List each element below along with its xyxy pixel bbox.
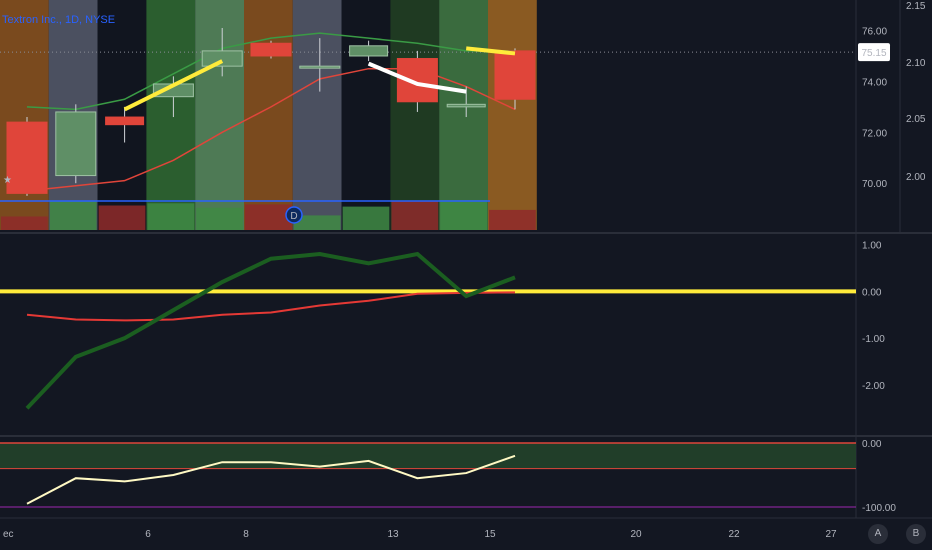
macd-tick-label: 0.00 [862, 287, 882, 298]
auto-scale-button[interactable]: A [868, 524, 888, 544]
bar-background [390, 0, 440, 230]
log-scale-button[interactable]: B [906, 524, 926, 544]
oscillator-line [26, 454, 516, 505]
price-tick-label: 76.00 [862, 27, 887, 38]
candle-body [299, 65, 341, 69]
volume-bar [245, 204, 292, 230]
volume-bar [489, 209, 536, 230]
volume-bar [391, 201, 439, 230]
candle-body [349, 45, 389, 57]
volume-bar [440, 200, 487, 230]
oscillator-band [0, 443, 856, 469]
time-tick-label: 15 [484, 529, 496, 540]
volume-bar [196, 207, 243, 230]
time-tick-label: 22 [728, 529, 740, 540]
bar-background [341, 0, 391, 230]
price-tick-label: 70.00 [862, 179, 887, 190]
event-star-icon: ★ [3, 175, 12, 186]
secondary-tick-label: 2.05 [906, 114, 926, 125]
volume-bar [342, 206, 390, 230]
candle-body [55, 111, 97, 177]
volume-bar [147, 203, 195, 230]
macd-tick-label: -2.00 [862, 381, 885, 392]
time-tick-label: 6 [145, 529, 151, 540]
candle-body [494, 50, 536, 100]
volume-bar [49, 201, 97, 230]
candle-body [446, 103, 486, 108]
trend-line [25, 251, 516, 410]
candle-body [105, 116, 145, 126]
time-tick-label: ec [3, 529, 14, 540]
moving-average-green [26, 32, 515, 111]
macd-tick-label: 1.00 [862, 241, 882, 252]
time-tick-label: 8 [243, 529, 249, 540]
time-tick-label: 20 [630, 529, 642, 540]
bar-background [146, 0, 196, 230]
time-tick-label: 13 [387, 529, 399, 540]
candle-body [201, 50, 243, 67]
dividend-marker [285, 206, 303, 224]
highlight-white-segment [367, 61, 467, 94]
price-tick-label: 72.00 [862, 128, 887, 139]
signal-line [26, 291, 516, 322]
dividend-marker-label: D [290, 211, 297, 222]
oscillator-tick-label: 0.00 [862, 439, 882, 450]
bar-background [0, 0, 49, 230]
price-tick-label: 74.00 [862, 77, 887, 88]
bar-background [195, 0, 244, 230]
bar-background [97, 0, 147, 230]
ticker-label: Textron Inc., 1D, NYSE [2, 14, 116, 26]
volume-bar [293, 215, 341, 230]
candle-body [250, 42, 292, 57]
secondary-tick-label: 2.10 [906, 58, 926, 69]
oscillator-tick-label: -100.00 [862, 503, 896, 514]
bar-background [439, 0, 488, 230]
last-price-tag-label: 75.15 [861, 48, 886, 59]
last-price-tag [858, 43, 890, 62]
highlight-yellow-segment [465, 46, 516, 56]
time-tick-label: 27 [825, 529, 837, 540]
secondary-tick-label: 2.00 [906, 172, 926, 183]
bar-background [244, 0, 293, 230]
candle-body [6, 121, 48, 194]
highlight-yellow-segment [123, 59, 224, 112]
macd-tick-label: -1.00 [862, 334, 885, 345]
secondary-tick-label: 2.15 [906, 1, 926, 12]
bar-background [292, 0, 342, 230]
volume-bar [1, 216, 48, 230]
volume-bar [98, 205, 146, 230]
bar-background [488, 0, 537, 230]
